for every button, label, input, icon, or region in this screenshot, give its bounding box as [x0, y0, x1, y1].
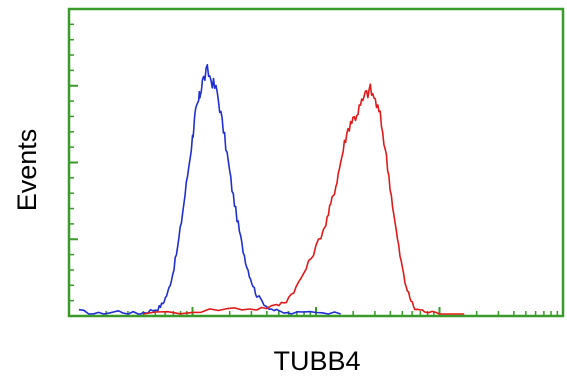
- series-2-line: [142, 83, 465, 315]
- series-lines: [78, 64, 465, 315]
- axis-ticks: [69, 23, 559, 316]
- plot-frame: [67, 7, 565, 318]
- plot-border: [67, 7, 565, 318]
- series-1-line: [78, 64, 341, 315]
- y-axis-title: Events: [12, 129, 42, 212]
- x-axis-title: TUBB4: [273, 346, 360, 376]
